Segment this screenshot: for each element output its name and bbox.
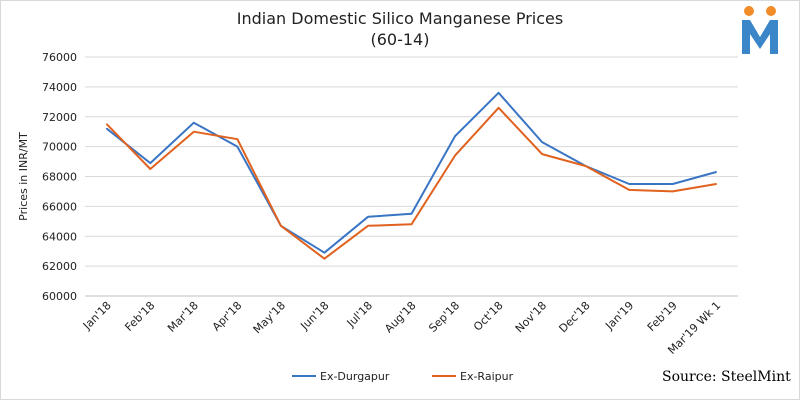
data-point <box>193 130 195 133</box>
y-tick-label: 72000 <box>42 111 77 124</box>
data-point <box>628 189 630 191</box>
y-tick-label: 68000 <box>42 171 77 184</box>
logo-orange-dot-right <box>766 6 776 16</box>
data-point <box>454 135 456 137</box>
y-tick-label: 64000 <box>42 230 77 243</box>
logo-orange-dot-left <box>744 6 754 16</box>
legend-label: Ex-Durgapur <box>320 370 390 383</box>
data-point <box>584 165 587 167</box>
x-tick-label: Sep'18 <box>426 299 462 335</box>
data-point <box>497 92 500 94</box>
gridlines <box>85 56 738 297</box>
data-point <box>410 223 413 226</box>
x-tick-label: Jul'18 <box>344 299 375 330</box>
steelmint-m-logo <box>742 6 778 54</box>
y-tick-label: 62000 <box>42 260 77 273</box>
data-point <box>323 251 326 254</box>
data-point <box>671 190 674 193</box>
chart-title-line2: (60-14) <box>370 30 430 49</box>
x-tick-label: Nov'18 <box>513 299 549 335</box>
data-point <box>497 106 500 109</box>
x-tick-label: Jan'18 <box>80 299 114 333</box>
x-tick-label: Feb'19 <box>645 299 680 334</box>
chart-title-line1: Indian Domestic Silico Manganese Prices <box>236 9 564 28</box>
data-point <box>454 154 456 157</box>
data-point <box>715 171 718 173</box>
data-point <box>367 224 369 227</box>
x-tick-label: Jun'18 <box>297 299 331 333</box>
chart-title: Indian Domestic Silico Manganese Prices … <box>0 8 800 50</box>
source-note: Source: SteelMint <box>662 369 791 385</box>
x-tick-label: Feb'18 <box>122 299 157 334</box>
legend-label: Ex-Raipur <box>460 370 514 383</box>
y-tick-label: 76000 <box>42 51 77 64</box>
x-tick-label: Aug'18 <box>382 299 418 335</box>
data-point <box>193 121 195 124</box>
y-tick-label: 70000 <box>42 141 77 154</box>
data-point <box>367 216 369 218</box>
y-tick-label: 60000 <box>42 290 77 303</box>
data-point <box>410 213 413 215</box>
axes: 60000 62000 64000 66000 68000 70000 72000 74000… <box>17 51 738 357</box>
x-tick-label: Jan'19 <box>602 299 636 333</box>
data-point <box>105 123 108 126</box>
x-tick-label: Mar'18 <box>165 299 201 335</box>
data-point <box>149 168 152 170</box>
data-point <box>541 141 543 143</box>
y-axis-title: Prices in INR/MT <box>17 132 30 221</box>
data-point <box>541 153 543 155</box>
data-point <box>105 127 108 130</box>
y-tick-label: 74000 <box>42 81 77 94</box>
y-tick-label: 66000 <box>42 200 77 213</box>
x-tick-label: Dec'18 <box>556 299 592 335</box>
data-point <box>236 145 239 148</box>
data-point <box>628 183 630 185</box>
data-point <box>671 183 674 185</box>
x-tick-label: Oct'18 <box>471 299 506 334</box>
data-point <box>280 224 282 227</box>
legend: Ex-Durgapur Ex-Raipur <box>292 370 514 383</box>
series-lines <box>105 91 718 260</box>
data-point <box>149 162 152 164</box>
data-point <box>715 183 718 185</box>
logo-m-letter <box>742 20 778 54</box>
data-point <box>236 138 239 140</box>
x-tick-label: May'18 <box>251 299 288 336</box>
data-point <box>323 257 326 260</box>
x-tick-label: Apr'18 <box>210 299 245 334</box>
